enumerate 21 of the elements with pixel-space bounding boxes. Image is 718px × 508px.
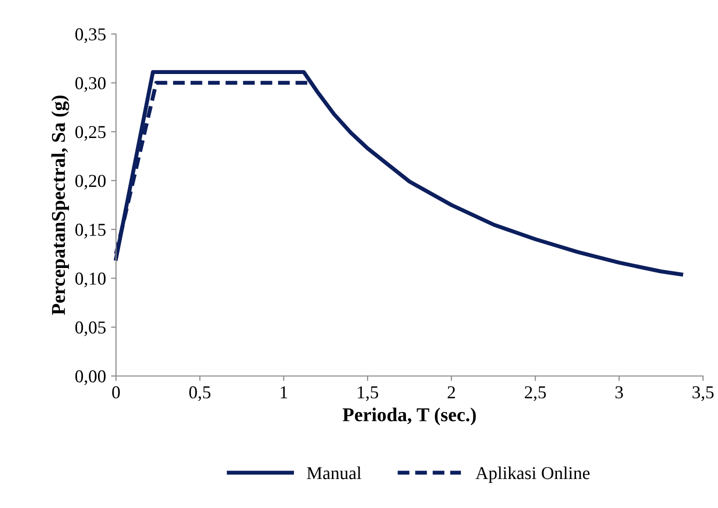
y-tick-label: 0,15 <box>75 224 106 238</box>
x-tick-label: 1,5 <box>358 386 378 402</box>
x-tick-label: 3 <box>615 386 623 398</box>
x-tick-label: 2 <box>448 386 455 398</box>
x-tick-label: 0,5 <box>189 386 210 402</box>
legend-label: Manual <box>306 466 362 480</box>
x-tick-label: 2,5 <box>524 386 546 402</box>
y-axis-title: PercepatanSpectral, Sa (g) <box>51 96 70 315</box>
y-tick-label: 0,00 <box>75 370 106 386</box>
x-tick-label: 0 <box>112 386 120 398</box>
y-tick-label: 0,20 <box>75 174 106 190</box>
y-tick-label: 0,10 <box>75 272 106 288</box>
y-tick-label: 0,25 <box>75 126 106 141</box>
x-tick-label: 1 <box>280 386 288 398</box>
y-tick-label: 0,05 <box>75 321 106 336</box>
x-axis-title: Perioda, T (sec.) <box>342 408 476 426</box>
legend-label: Aplikasi Online <box>476 466 590 483</box>
line-series <box>114 70 684 276</box>
y-tick-label: 0,35 <box>75 28 106 44</box>
x-tick-label: 3,5 <box>692 386 714 402</box>
y-tick-label: 0,30 <box>75 77 106 92</box>
